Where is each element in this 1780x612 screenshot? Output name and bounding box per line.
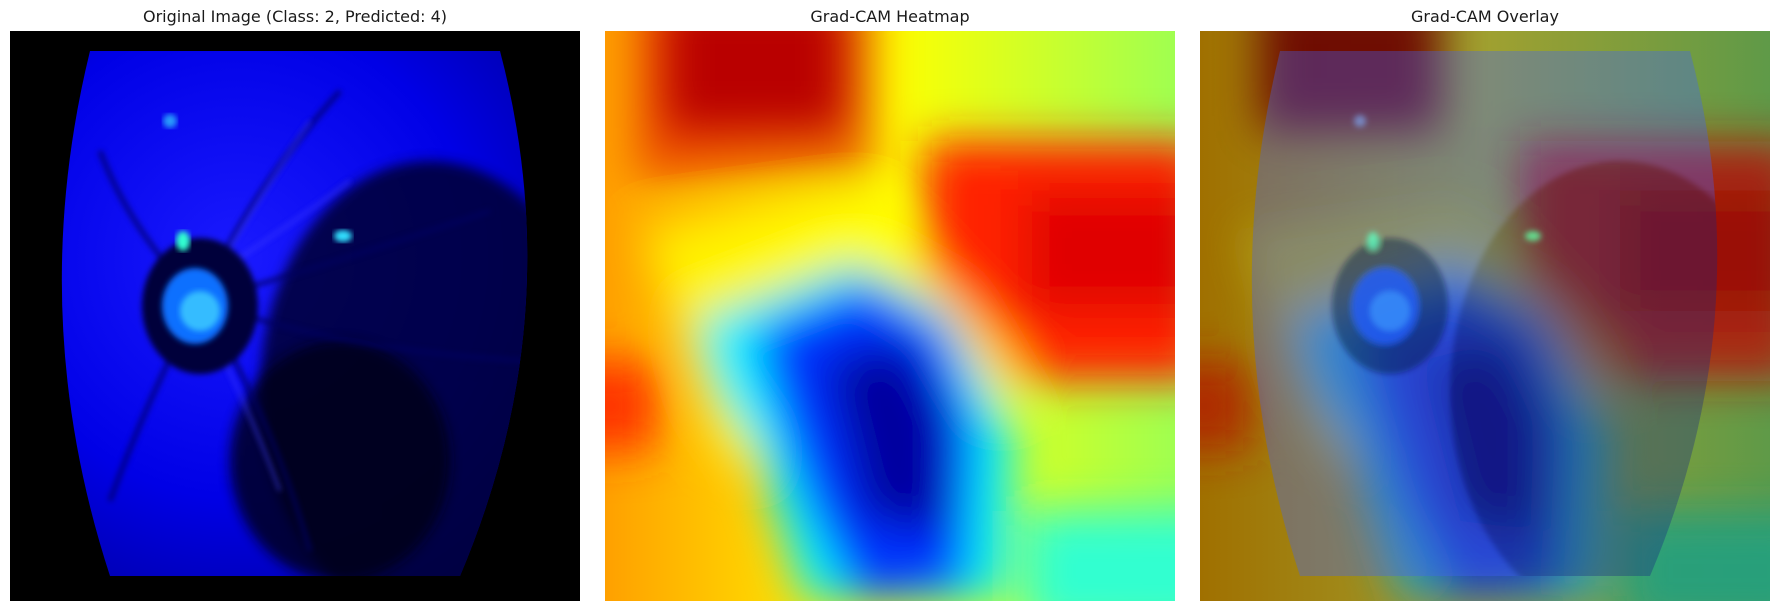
panel-title: Grad-CAM Overlay	[1411, 7, 1559, 26]
panel-original: Original Image (Class: 2, Predicted: 4)	[10, 0, 580, 612]
panel-title: Grad-CAM Heatmap	[810, 7, 970, 26]
panel-heatmap: Grad-CAM Heatmap	[605, 0, 1175, 612]
panel-title: Original Image (Class: 2, Predicted: 4)	[142, 7, 448, 26]
gradcam-heatmap-image	[605, 31, 1175, 601]
original-fundus-image	[10, 31, 580, 601]
gradcam-overlay-image	[1200, 31, 1770, 601]
panel-overlay: Grad-CAM Overlay	[1200, 0, 1770, 612]
